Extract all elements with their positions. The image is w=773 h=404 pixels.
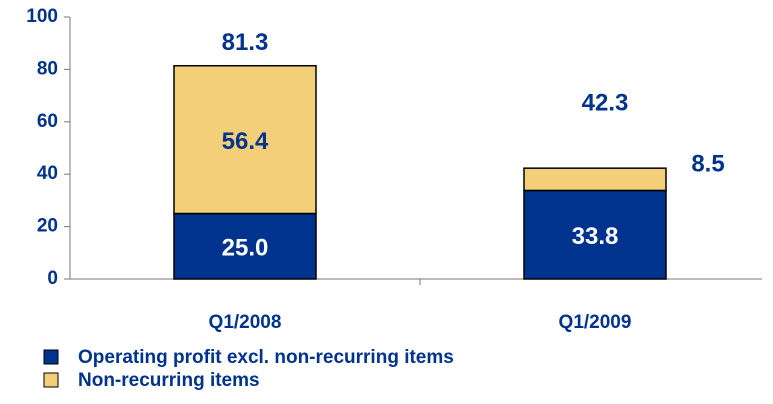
y-tick-label: 60	[37, 111, 58, 132]
legend-swatch	[43, 349, 59, 365]
total-label: 81.3	[222, 29, 269, 56]
bar-segment	[523, 189, 667, 280]
legend-label: Operating profit excl. non-recurring ite…	[78, 347, 454, 368]
y-tick-label: 0	[47, 268, 58, 289]
data-label: 56.4	[222, 128, 269, 155]
legend-swatch	[43, 372, 59, 388]
y-tick-label: 80	[37, 58, 58, 79]
data-label: 8.5	[691, 151, 724, 178]
legend-label: Non-recurring items	[78, 370, 260, 391]
bar-segment	[173, 212, 317, 280]
y-tick-label: 100	[26, 6, 58, 27]
total-label: 42.3	[582, 90, 629, 117]
data-label: 25.0	[222, 235, 269, 262]
data-label: 33.8	[572, 223, 619, 250]
y-tick-label: 40	[37, 163, 58, 184]
bar-segment	[523, 167, 667, 192]
bar-segment	[173, 64, 317, 215]
x-tick-label: Q1/2009	[559, 312, 632, 333]
x-tick-label: Q1/2008	[209, 312, 282, 333]
y-tick-label: 20	[37, 216, 58, 237]
